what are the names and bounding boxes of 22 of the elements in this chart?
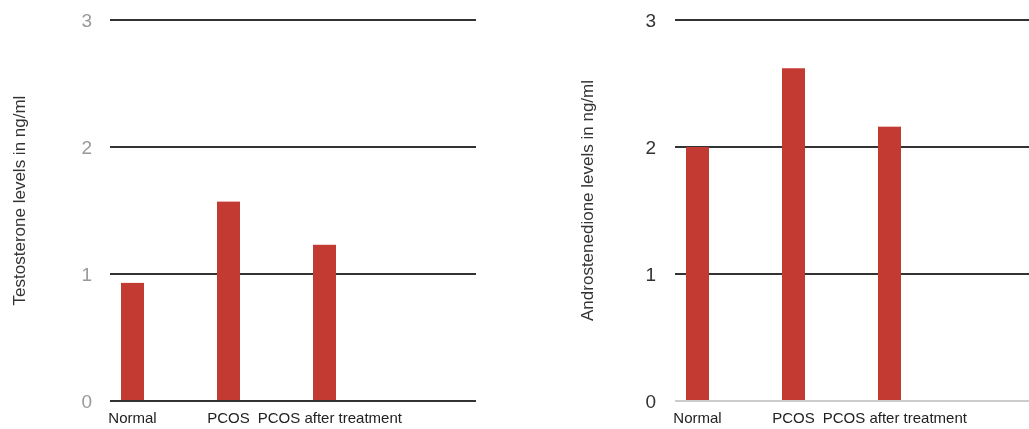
- x-tick-label: PCOS: [772, 409, 815, 426]
- bar: [686, 147, 709, 401]
- y-tick-label: 3: [81, 9, 92, 31]
- y-tick-label: 0: [81, 390, 92, 412]
- y-tick-label: 3: [645, 9, 656, 31]
- y-tick-label: 1: [645, 263, 656, 285]
- y-tick-label: 0: [645, 390, 656, 412]
- y-tick-label: 2: [81, 136, 92, 158]
- bar: [782, 68, 805, 401]
- x-tick-label: PCOS: [207, 409, 250, 426]
- x-tick-label: Normal: [673, 409, 722, 426]
- bar: [313, 244, 336, 401]
- bar: [121, 282, 144, 401]
- bar: [217, 201, 240, 401]
- y-axis-title: Androstenedione levels in ng/ml: [578, 80, 597, 321]
- x-tick-label: PCOS after treatment: [257, 409, 403, 426]
- y-axis-title: Testosterone levels in ng/ml: [10, 95, 29, 306]
- bar: [878, 126, 901, 401]
- y-tick-label: 1: [81, 263, 92, 285]
- x-tick-label: Normal: [108, 409, 157, 426]
- x-tick-label: PCOS after treatment: [822, 409, 968, 426]
- y-tick-label: 2: [645, 136, 656, 158]
